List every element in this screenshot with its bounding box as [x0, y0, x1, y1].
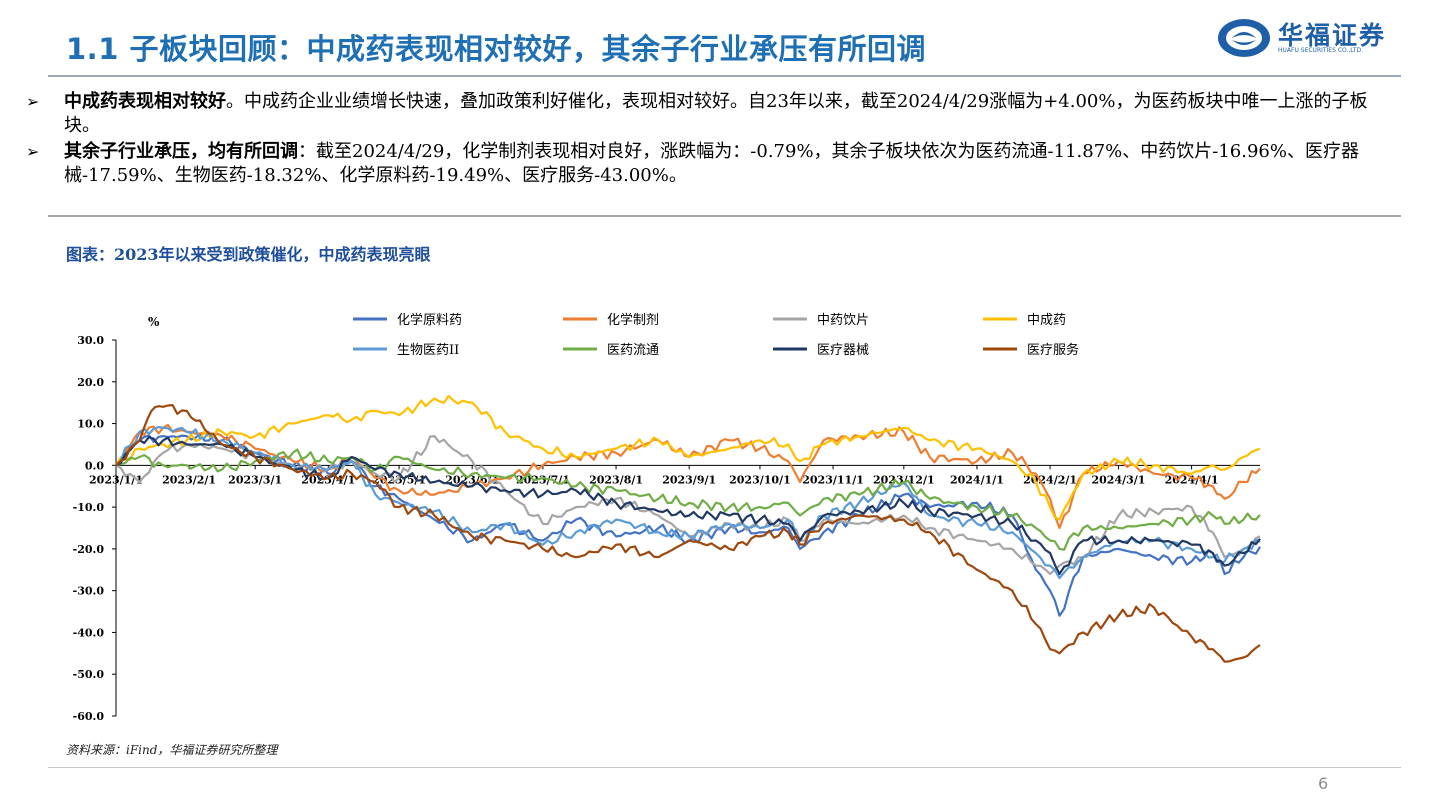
y-tick-label: 10.0 [77, 418, 104, 431]
arrow-bullet-icon: ➢ [26, 92, 40, 111]
summary-bullets: ➢ 中成药表现相对较好。中成药企业业绩增长快速，叠加政策利好催化，表现相对较好。… [26, 90, 1396, 190]
legend-item: 化学制剂 [563, 312, 659, 328]
y-tick-label: -10.0 [73, 501, 105, 514]
bullet-heading: 其余子行业承压，均有所回调 [64, 141, 298, 162]
page-title: 1.1 子板块回顾：中成药表现相对较好，其余子行业承压有所回调 [66, 32, 926, 66]
bullet-body: ：截至2024/4/29，化学制剂表现相对良好，涨跌幅为：-0.79%，其余子板… [64, 141, 1359, 186]
legend-label: 医疗器械 [817, 343, 869, 358]
x-tick-label: 2023/4/1 [301, 473, 355, 486]
bullet-body: 。中成药企业业绩增长快速，叠加政策利好催化，表现相对较好。自23年以来，截至20… [64, 91, 1368, 136]
y-tick-label: 20.0 [77, 376, 104, 389]
legend-item: 中成药 [983, 313, 1066, 328]
legend-label: 中成药 [1027, 313, 1066, 328]
x-tick-label: 2023/9/1 [662, 473, 716, 486]
legend-item: 医疗服务 [983, 342, 1079, 358]
legend-label: 化学原料药 [397, 312, 462, 328]
y-tick-label: -50.0 [73, 668, 105, 681]
legend-label: 中药饮片 [817, 313, 869, 328]
y-tick-label: -20.0 [73, 543, 105, 556]
bullet-heading: 中成药表现相对较好 [64, 91, 226, 112]
section-divider [48, 215, 1401, 217]
x-tick-label: 2023/8/1 [589, 473, 643, 486]
header-divider [48, 75, 1401, 77]
brand-logo: 华福证券 HUAFU SECURITIES CO.,LTD. [1216, 16, 1396, 60]
legend-label: 生物医药II [397, 343, 459, 358]
page-number: 6 [1318, 774, 1329, 793]
series-line-6 [115, 448, 1261, 551]
x-axis: 2023/1/1 2023/2/1 2023/3/1 2023/4/1 2023/5/1… [89, 464, 1260, 486]
brand-name: 华福证券 [1278, 21, 1387, 50]
legend-label: 化学制剂 [607, 312, 659, 328]
figure-title: 图表：2023年以来受到政策催化，中成药表现亮眼 [66, 245, 431, 264]
y-axis-label: % [148, 315, 160, 329]
legend-item: 医疗器械 [773, 343, 869, 358]
y-tick-label: 0.0 [85, 459, 104, 472]
x-tick-label: 2023/3/1 [228, 473, 282, 486]
x-tick-label: 2024/3/1 [1091, 473, 1145, 486]
x-tick-label: 2023/2/1 [162, 473, 216, 486]
footer-divider [48, 767, 1401, 768]
brand-subtitle: HUAFU SECURITIES CO.,LTD. [1278, 47, 1364, 54]
y-tick-label: -60.0 [73, 710, 105, 723]
series-line-8 [115, 404, 1261, 663]
series-lines [115, 394, 1261, 663]
series-line-5 [115, 426, 1261, 580]
bullet-item: ➢ 中成药表现相对较好。中成药企业业绩增长快速，叠加政策利好催化，表现相对较好。… [26, 90, 1396, 138]
legend-item: 生物医药II [353, 343, 459, 358]
series-line-4 [115, 394, 1261, 521]
y-tick-label: -40.0 [73, 626, 105, 639]
y-tick-label: 30.0 [77, 334, 104, 347]
legend-label: 医疗服务 [1027, 342, 1079, 358]
y-tick-label: -30.0 [73, 585, 105, 598]
x-tick-label: 2023/1/1 [89, 473, 143, 486]
source-note: 资料来源：iFind，华福证券研究所整理 [66, 743, 278, 757]
legend-item: 化学原料药 [353, 312, 462, 328]
x-tick-label: 2023/11/1 [802, 473, 864, 486]
brand-mark-icon [1218, 19, 1270, 57]
legend-label: 医药流通 [607, 343, 659, 358]
y-axis: 30.0 20.0 10.0 0.0 -10.0 -20.0 -30.0 -40.0 -50.0… [73, 315, 160, 723]
legend-item: 中药饮片 [773, 313, 869, 328]
x-tick-label: 2023/12/1 [873, 473, 935, 486]
bullet-item: ➢ 其余子行业承压，均有所回调：截至2024/4/29，化学制剂表现相对良好，涨… [26, 140, 1396, 188]
x-tick-label: 2024/1/1 [950, 473, 1004, 486]
x-tick-label: 2024/4/1 [1165, 473, 1219, 486]
arrow-bullet-icon: ➢ [26, 142, 40, 161]
legend-item: 医药流通 [563, 343, 659, 358]
x-tick-label: 2023/10/1 [729, 473, 791, 486]
